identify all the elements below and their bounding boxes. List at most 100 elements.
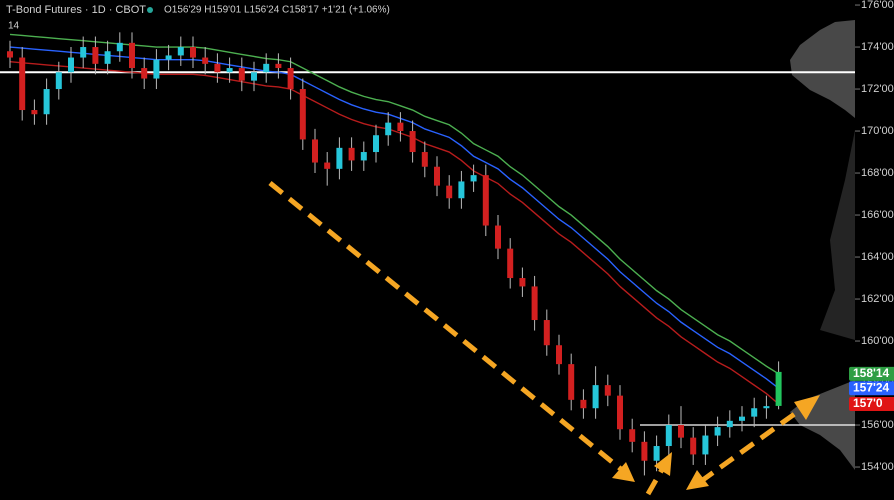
volume-profile-middle [820, 130, 855, 340]
volume-profile-upper [790, 20, 855, 118]
up-arrow-line [698, 407, 802, 485]
y-tick-label: 172'00 [861, 83, 894, 95]
candle-body [665, 425, 672, 447]
candle-body [68, 57, 74, 73]
candle-body [348, 147, 355, 161]
candle-body [531, 286, 538, 321]
symbol-title: T-Bond Futures · 1D · CBOT [6, 4, 146, 16]
price-tag [849, 381, 894, 396]
candle-body [470, 175, 477, 182]
candle-body [31, 110, 38, 115]
candle-body [275, 63, 282, 69]
candle-body [653, 446, 660, 461]
candle-body [7, 51, 13, 58]
candle-body [714, 427, 721, 436]
candle-body [629, 429, 636, 442]
arrow-head [686, 470, 709, 490]
y-tick-label: 170'00 [861, 125, 894, 137]
candle-body [116, 42, 123, 52]
y-tick-label: 160'00 [861, 335, 894, 347]
candle-body [43, 89, 50, 115]
y-tick-label: 176'00 [861, 0, 894, 11]
candle-body [299, 89, 306, 140]
candle-body [263, 63, 270, 73]
candle-body [495, 225, 501, 249]
candle-body [385, 122, 392, 136]
up-arrow-line [645, 464, 667, 496]
moving-average [9, 61, 780, 405]
trend-arrows [268, 181, 802, 496]
candle-body [202, 57, 209, 64]
price-tag [849, 366, 894, 381]
down-arrow-line [268, 181, 624, 472]
candle-body [287, 68, 294, 90]
candle-body [763, 406, 770, 409]
candle-body [751, 408, 758, 417]
candle-body [519, 278, 526, 287]
candle-body [409, 131, 416, 153]
status-dot [147, 7, 153, 13]
price-tag-label: 158'14 [853, 366, 890, 380]
candle-body [568, 364, 575, 400]
indicator-label: 14 [8, 21, 20, 32]
plot-area: 154'00156'00158'00160'00162'00164'00166'… [0, 0, 894, 476]
arrow-head [654, 452, 672, 476]
moving-average [9, 46, 780, 389]
candle-body [543, 320, 550, 346]
candle-body [775, 371, 782, 406]
candle-body [397, 122, 404, 132]
candle-body [641, 441, 648, 461]
y-tick-label: 166'00 [861, 209, 894, 221]
candle-body [251, 72, 257, 81]
candle-body [434, 166, 440, 186]
candle-body [80, 47, 87, 58]
y-tick-label: 156'00 [861, 419, 894, 431]
candle-body [739, 416, 745, 421]
candle-body [580, 399, 587, 409]
candle-body [482, 175, 489, 226]
arrow-head [794, 395, 820, 420]
candle-body [446, 185, 453, 199]
moving-average [9, 33, 779, 375]
candle-body [726, 420, 733, 428]
price-tag-label: 157'0 [853, 396, 883, 410]
candle-body [592, 385, 599, 409]
candle-body [165, 55, 172, 60]
y-tick-label: 174'00 [861, 41, 894, 53]
candle-body [104, 51, 111, 64]
candle-body [238, 68, 245, 81]
candle-body [617, 395, 623, 430]
candle-body [458, 181, 465, 199]
price-tag-label: 157'24 [853, 380, 890, 394]
y-tick-label: 164'00 [861, 251, 894, 263]
y-tick-label: 162'00 [861, 293, 894, 305]
candle-body [19, 57, 26, 111]
candle-body [55, 72, 62, 90]
candle-body [190, 47, 196, 58]
candle-body [507, 248, 514, 279]
candle-body [153, 59, 160, 79]
candle-body [92, 47, 99, 64]
candle-body [690, 437, 697, 455]
candle-body [556, 345, 562, 365]
candle-body [360, 152, 367, 161]
candle-body [604, 385, 611, 396]
candle-body [129, 42, 135, 69]
candle-body [373, 135, 379, 153]
candle-body [702, 435, 709, 455]
candle-body [678, 425, 684, 438]
candle-body [324, 162, 331, 169]
candle-body [421, 152, 428, 167]
y-tick-label: 154'00 [861, 461, 894, 473]
candle-body [214, 63, 221, 73]
ohlc-text: O156'29 H159'01 L156'24 C158'17 +1'21 (+… [164, 5, 390, 16]
candle-body [177, 47, 184, 56]
y-tick-label: 168'00 [861, 167, 894, 179]
candle-body [312, 139, 318, 163]
candle-body [226, 68, 233, 73]
price-tag [849, 397, 894, 412]
candle-body [141, 68, 148, 79]
arrow-head [612, 462, 635, 482]
